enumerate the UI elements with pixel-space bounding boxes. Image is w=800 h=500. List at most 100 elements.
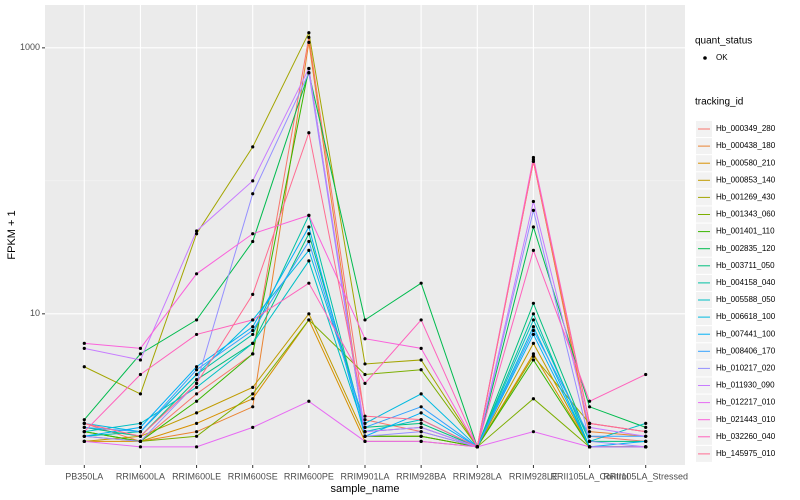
- point: [138, 430, 143, 434]
- point: [531, 354, 536, 358]
- point: [531, 225, 536, 229]
- point: [194, 372, 199, 377]
- point: [644, 421, 648, 426]
- point: [419, 358, 423, 362]
- x-tick-label: PB350LA: [65, 471, 103, 481]
- point: [138, 445, 143, 449]
- point: [138, 372, 143, 377]
- point: [251, 332, 255, 337]
- legend-label: Hb_000580_210: [716, 158, 776, 167]
- x-tick-label: RRIM600LE: [172, 471, 221, 481]
- point: [307, 71, 311, 75]
- point: [194, 421, 199, 426]
- point: [307, 232, 311, 236]
- point: [644, 430, 648, 434]
- point: [251, 397, 255, 401]
- point: [531, 328, 536, 333]
- x-tick-label: RRIM928LA: [453, 471, 502, 481]
- legend-key: [703, 56, 707, 60]
- point: [419, 418, 423, 422]
- legend-label: Hb_007441_100: [716, 329, 776, 338]
- x-axis-title: sample_name: [330, 483, 399, 495]
- legend-label: Hb_001343_060: [716, 210, 776, 219]
- point: [194, 332, 199, 337]
- point: [363, 425, 367, 429]
- point: [531, 341, 536, 345]
- point: [307, 318, 311, 322]
- x-tick-label: RRII105LA_Control: [551, 471, 629, 481]
- point: [138, 392, 143, 396]
- point: [363, 414, 367, 418]
- point: [82, 425, 86, 429]
- point: [194, 365, 199, 369]
- legend-label: Hb_004158_040: [716, 278, 776, 287]
- legend-label: Hb_012217_010: [716, 398, 776, 407]
- point: [307, 259, 311, 263]
- point: [307, 225, 311, 229]
- point: [251, 192, 255, 196]
- point: [307, 35, 311, 39]
- point: [363, 439, 367, 443]
- point: [138, 352, 143, 356]
- point: [363, 421, 367, 426]
- point: [531, 312, 536, 316]
- point: [363, 418, 367, 422]
- point: [644, 434, 648, 438]
- point: [194, 445, 199, 449]
- point: [475, 445, 479, 449]
- x-tick-label: RRIM901LA: [340, 471, 389, 481]
- x-tick-label: RRII105LA_Stressed: [603, 471, 688, 481]
- point: [419, 434, 423, 438]
- point: [194, 232, 199, 236]
- point: [363, 337, 367, 341]
- point: [587, 445, 592, 449]
- legend-label: Hb_000438_180: [716, 141, 776, 150]
- point: [531, 332, 536, 337]
- point: [251, 145, 255, 149]
- point: [194, 399, 199, 403]
- y-tick-label: 1000: [20, 42, 40, 52]
- point: [587, 439, 592, 443]
- point: [251, 352, 255, 356]
- legend-label: Hb_145975_010: [716, 449, 776, 458]
- point: [531, 208, 536, 212]
- point: [531, 358, 536, 362]
- point: [138, 439, 143, 443]
- point: [251, 232, 255, 236]
- point: [363, 318, 367, 322]
- point: [251, 392, 255, 396]
- legend-label: Hb_002835_120: [716, 244, 776, 253]
- point: [644, 425, 648, 429]
- point: [307, 40, 311, 44]
- legend-title: quant_status: [695, 36, 752, 47]
- point: [194, 385, 199, 389]
- point: [587, 425, 592, 429]
- point: [587, 421, 592, 426]
- point: [82, 418, 86, 422]
- legend-label: Hb_006618_100: [716, 312, 776, 321]
- point: [138, 425, 143, 429]
- legend-label: Hb_021443_010: [716, 415, 776, 424]
- point: [419, 425, 423, 429]
- point: [194, 411, 199, 415]
- point: [587, 434, 592, 438]
- point: [251, 425, 255, 429]
- point: [307, 66, 311, 71]
- legend-label: Hb_032260_040: [716, 432, 776, 441]
- point: [307, 399, 311, 403]
- point: [138, 421, 143, 426]
- point: [531, 301, 536, 305]
- point: [587, 430, 592, 434]
- point: [419, 346, 423, 350]
- point: [644, 372, 648, 377]
- point: [82, 421, 86, 426]
- point: [531, 397, 536, 401]
- point: [363, 372, 367, 377]
- point: [251, 239, 255, 244]
- point: [363, 434, 367, 438]
- x-tick-label: RRIM600PE: [284, 471, 334, 481]
- point: [251, 179, 255, 183]
- point: [419, 368, 423, 372]
- legend-label: OK: [716, 53, 728, 62]
- point: [194, 318, 199, 322]
